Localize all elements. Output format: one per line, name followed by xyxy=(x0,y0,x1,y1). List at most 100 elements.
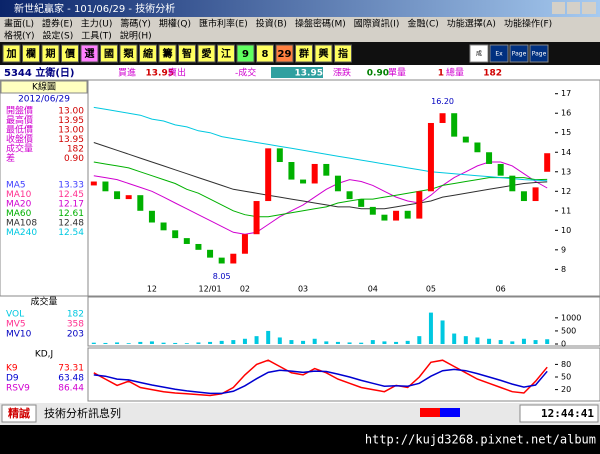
candle-body xyxy=(218,257,225,264)
toolbar-label: 8 xyxy=(262,49,269,60)
quote-value: 0.90 xyxy=(367,69,389,79)
candle-body xyxy=(451,113,458,137)
toolbar-button[interactable] xyxy=(139,44,157,63)
toolbar-button[interactable] xyxy=(178,44,196,63)
candle-body xyxy=(276,148,283,163)
y-tick-label: 500 xyxy=(561,326,576,335)
candle-body xyxy=(369,206,376,215)
legend-value: 63.48 xyxy=(58,374,84,384)
y-tick-label: 16 xyxy=(561,109,571,118)
legend-name: VOL xyxy=(6,310,24,320)
y-tick-label: 8 xyxy=(561,265,566,274)
legend-name: MV5 xyxy=(6,320,26,330)
menu-item[interactable]: 工具(T) xyxy=(81,31,112,42)
toolbar-button[interactable] xyxy=(100,44,118,63)
volume-bar xyxy=(115,342,120,344)
menu-item[interactable]: 期權(Q) xyxy=(159,18,191,30)
toolbar-button[interactable] xyxy=(529,44,549,63)
candle-body xyxy=(532,187,539,202)
volume-bar xyxy=(545,339,550,344)
field-value: 13.00 xyxy=(58,126,84,136)
quote-value: 1 xyxy=(438,69,444,79)
menu-item[interactable]: 匯市利率(E) xyxy=(199,18,248,30)
y-tick-label: 1000 xyxy=(561,313,581,322)
y-tick-label: 10 xyxy=(561,226,571,235)
toolbar-button[interactable] xyxy=(236,44,255,63)
maximize-button[interactable] xyxy=(567,2,580,14)
candle-body xyxy=(323,163,330,176)
toolbar-button[interactable] xyxy=(295,44,313,63)
menu-item[interactable]: 主力(U) xyxy=(81,18,113,30)
toolbar-button[interactable] xyxy=(217,44,235,63)
volume-bar xyxy=(301,340,306,344)
y-tick-label: 0 xyxy=(561,340,566,349)
toolbar-button[interactable] xyxy=(119,44,138,63)
candle-body xyxy=(334,175,341,192)
candle-body xyxy=(207,249,214,258)
toolbar-button[interactable] xyxy=(469,44,489,63)
toolbar-label: 29 xyxy=(278,49,292,60)
volume-bar xyxy=(196,342,201,344)
clock: 12:44:41 xyxy=(541,407,594,420)
candle-body xyxy=(474,142,481,153)
ma-value: 13.33 xyxy=(58,181,84,191)
ma-label: MA10 xyxy=(6,190,32,200)
toolbar-button[interactable] xyxy=(2,44,21,63)
close-button[interactable] xyxy=(582,2,596,14)
toolbar-label: 欄 xyxy=(26,47,36,60)
toolbar-button[interactable] xyxy=(61,44,79,63)
menu-item[interactable]: 畫面(L) xyxy=(4,18,34,30)
menu-item[interactable]: 金融(C) xyxy=(407,18,438,30)
volume-bar xyxy=(91,342,96,344)
menu-item[interactable]: 設定(S) xyxy=(43,30,74,42)
y-tick-label: 14 xyxy=(561,148,571,157)
ma-label: MA108 xyxy=(6,219,37,229)
toolbar-button[interactable] xyxy=(197,44,216,63)
watermark: http://kujd3268.pixnet.net/album xyxy=(365,433,596,447)
menu-item[interactable]: 投資(B) xyxy=(256,18,287,30)
ma-value: 12.54 xyxy=(58,228,84,238)
candle-body xyxy=(509,175,516,192)
menu-item[interactable]: 說明(H) xyxy=(120,30,152,42)
toolbar-button[interactable] xyxy=(80,44,99,63)
minimize-button[interactable] xyxy=(552,2,565,14)
toolbar-label: 興 xyxy=(319,47,329,60)
toolbar-button[interactable] xyxy=(158,44,177,63)
menu-item[interactable]: 國際資訊(I) xyxy=(354,18,400,30)
toolbar-button[interactable] xyxy=(256,44,274,63)
volume-bar xyxy=(405,340,410,344)
toolbar-button[interactable] xyxy=(41,44,60,63)
menu-item[interactable]: 操盤密碼(M) xyxy=(295,18,346,30)
y-tick-label: 11 xyxy=(561,206,571,215)
menu-item[interactable]: 功能選擇(A) xyxy=(447,18,496,30)
panel-title: KD,J xyxy=(35,350,53,360)
menu-item[interactable]: 格視(Y) xyxy=(4,30,35,42)
field-label: 最低價 xyxy=(6,124,33,136)
volume-bar xyxy=(231,340,236,344)
toolbar-button[interactable] xyxy=(275,44,294,63)
toolbar-button[interactable] xyxy=(334,44,352,63)
candle-body xyxy=(265,148,272,202)
menu-item[interactable]: 功能操作(F) xyxy=(504,18,552,30)
toolbar-label: Ex xyxy=(495,51,503,58)
candle-body xyxy=(381,214,388,221)
candle-body xyxy=(195,243,202,250)
toolbar-button[interactable] xyxy=(22,44,40,63)
panel-frame xyxy=(87,296,600,347)
toolbar-button[interactable] xyxy=(489,44,509,63)
volume-bar xyxy=(138,341,143,344)
x-tick-label: 12/01 xyxy=(199,285,222,294)
volume-bar xyxy=(440,320,445,344)
toolbar-button[interactable] xyxy=(314,44,333,63)
volume-bar xyxy=(417,336,422,344)
status-message: 技術分析訊息列 xyxy=(44,406,121,420)
toolbar-label: 指 xyxy=(338,47,348,60)
legend-value: 358 xyxy=(67,320,84,330)
legend-value: 182 xyxy=(67,310,84,320)
legend-value: 203 xyxy=(67,330,84,340)
toolbar-button[interactable] xyxy=(509,44,529,63)
left-panel-header xyxy=(0,80,88,94)
menu-item[interactable]: 籌碼(Y) xyxy=(120,18,151,30)
menu-item[interactable]: 證券(E) xyxy=(42,18,73,30)
